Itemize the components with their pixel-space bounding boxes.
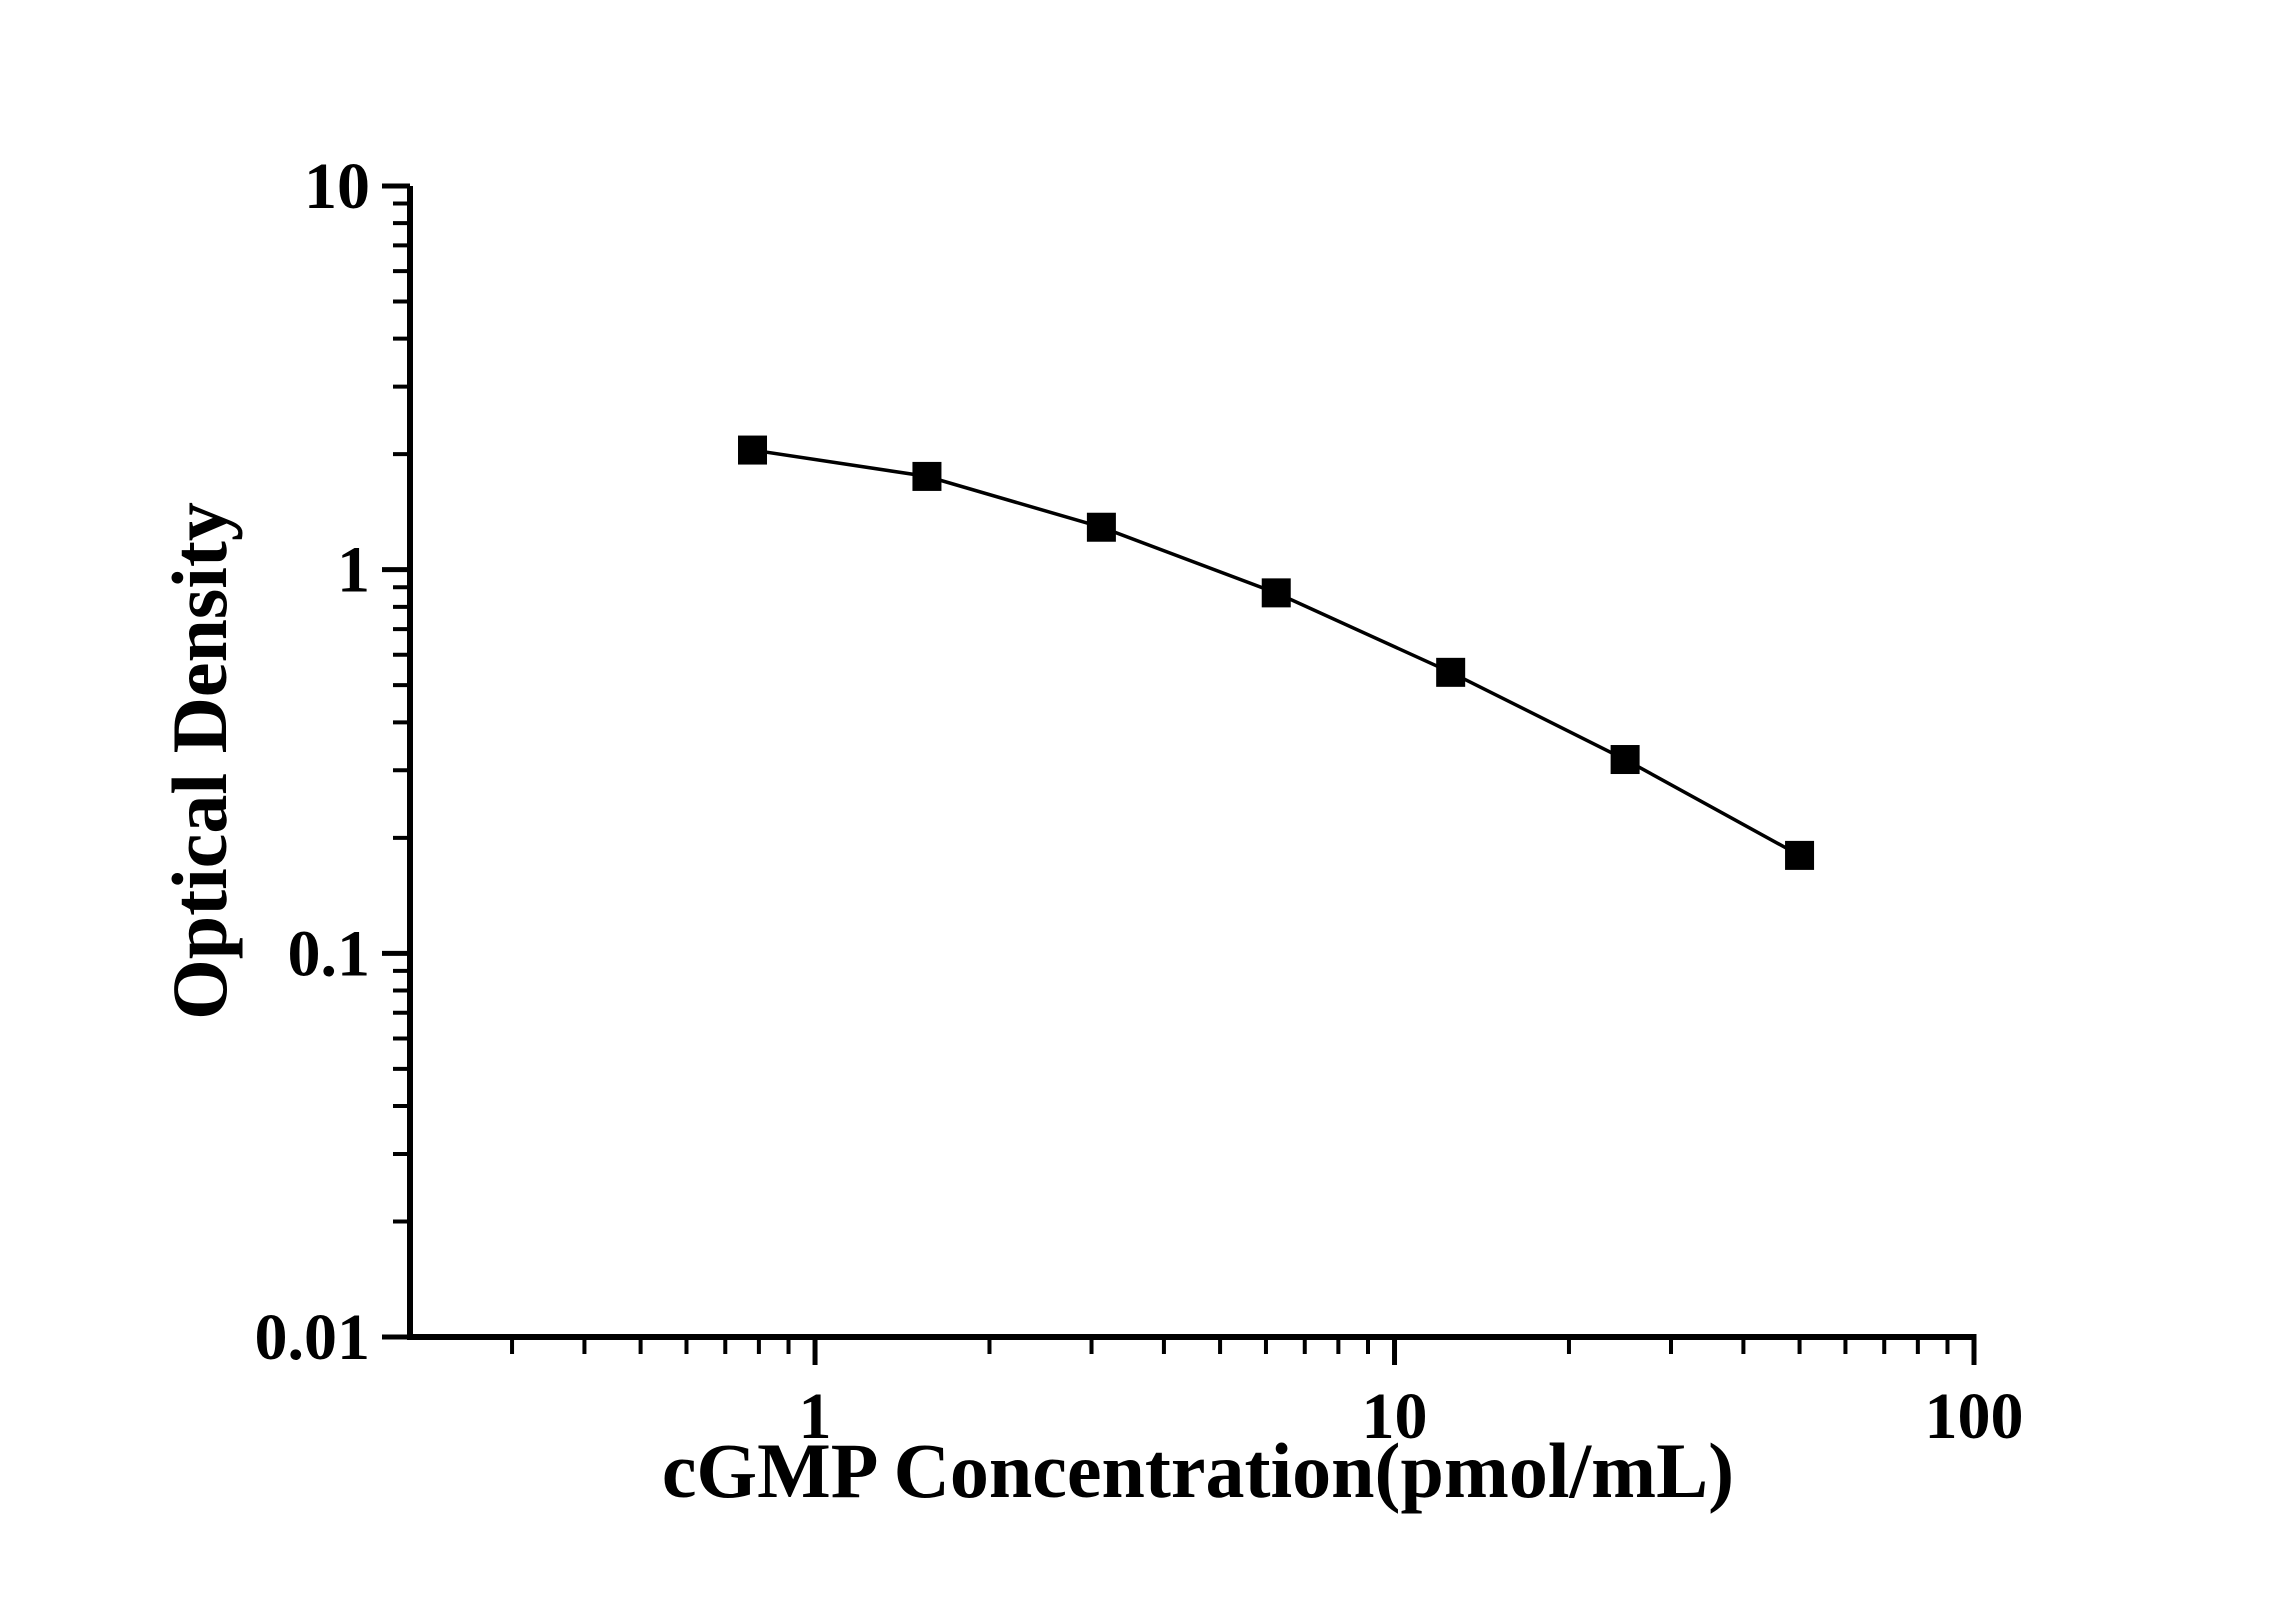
x-axis-title: cGMP Concentration(pmol/mL) <box>661 1427 1735 1514</box>
data-point-marker <box>1785 840 1815 870</box>
y-tick-label: 1 <box>337 534 370 607</box>
data-point-marker <box>1261 578 1291 608</box>
series-line <box>752 448 1801 857</box>
data-point-marker <box>1436 657 1466 687</box>
y-axis-title: Optical Density <box>156 502 243 1020</box>
x-tick-label: 10 <box>1362 1380 1428 1453</box>
data-point-marker <box>738 435 768 465</box>
data-point-marker <box>1610 745 1640 775</box>
y-tick-label: 10 <box>304 150 370 223</box>
data-point-marker <box>1086 512 1116 542</box>
data-point-marker <box>912 461 942 491</box>
x-tick-label: 100 <box>1925 1380 2024 1453</box>
x-tick-label: 1 <box>799 1380 832 1453</box>
y-tick-label: 0.1 <box>288 917 371 990</box>
y-tick-label: 0.01 <box>255 1301 371 1374</box>
